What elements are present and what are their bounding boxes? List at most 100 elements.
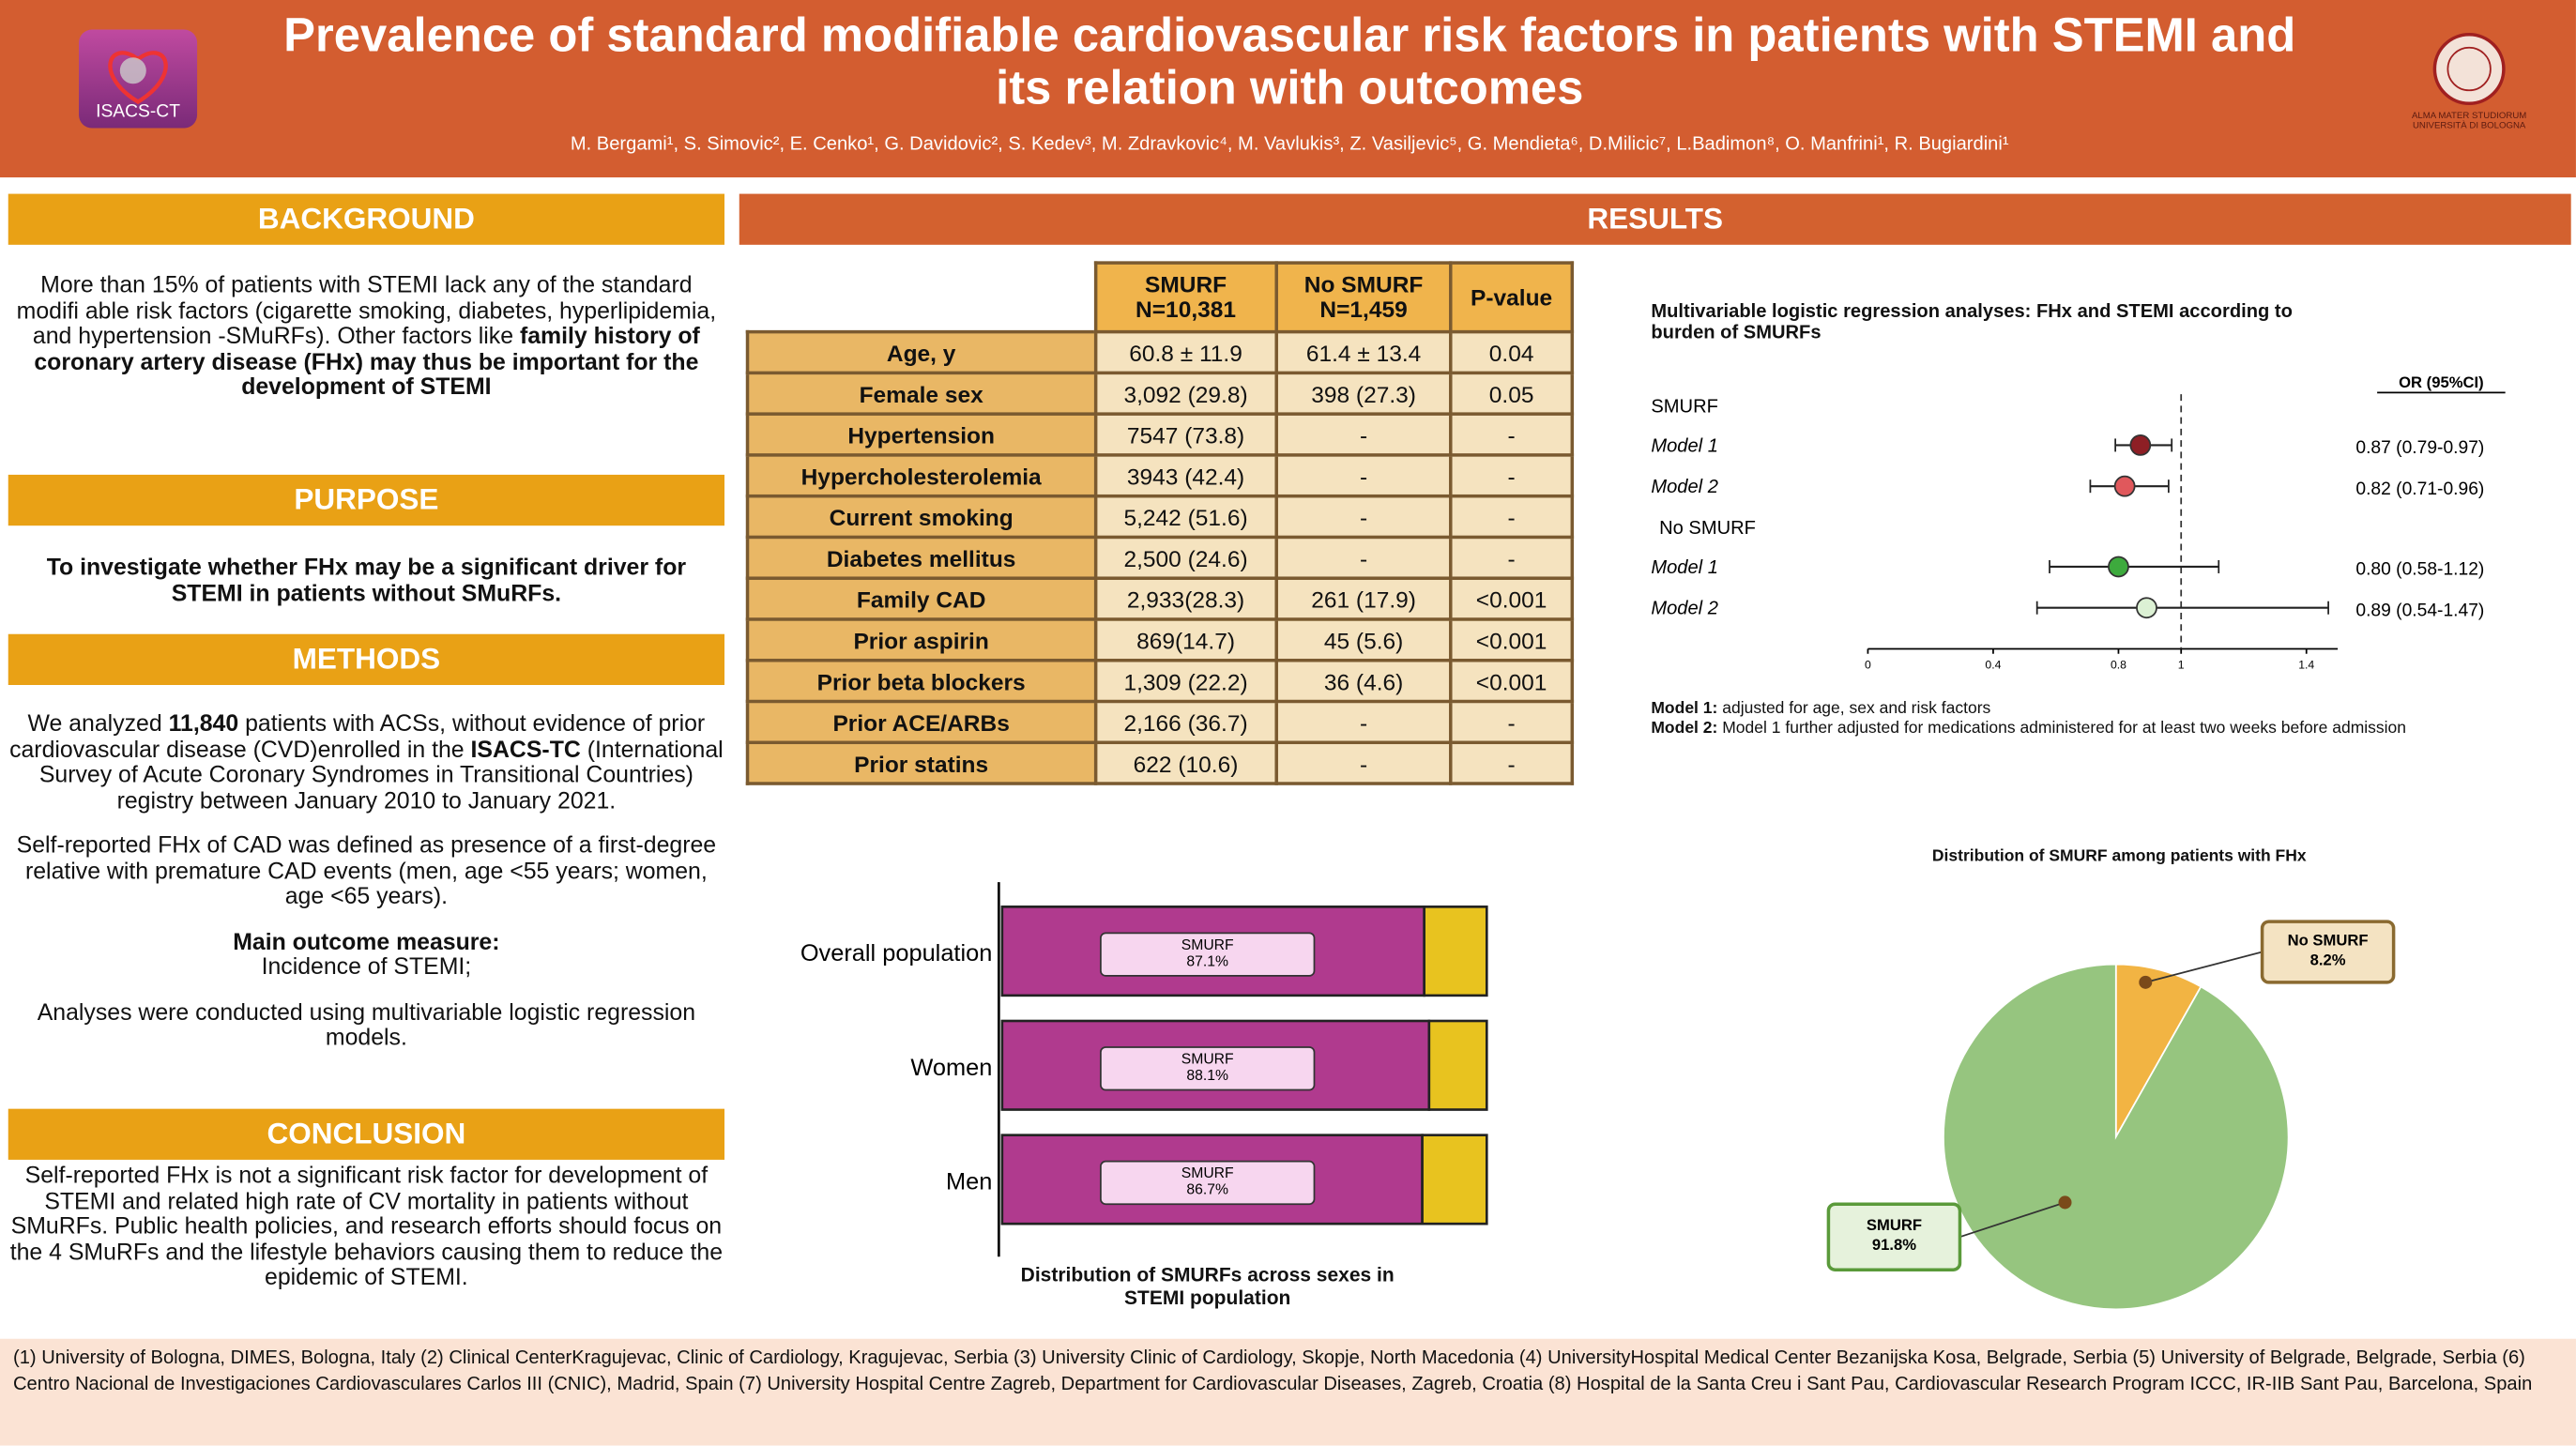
table-row: Current smoking 5,242 (51.6) - - (745, 494, 1575, 540)
table-cell: 2,500 (24.6) (1093, 535, 1279, 580)
section-heading: CONCLUSION (8, 1108, 725, 1160)
table-cell: - (1449, 494, 1575, 540)
table-cell: 3,092 (29.8) (1093, 371, 1279, 416)
callout-value: 8.2% (2310, 951, 2346, 968)
note: Model 2: Model 1 further adjusted for me… (1651, 719, 2439, 738)
table-cell: 0.05 (1449, 371, 1575, 416)
footer: (1) University of Bologna, DIMES, Bologn… (0, 1338, 2576, 1446)
table-cell: 3943 (42.4) (1093, 453, 1279, 498)
table-cell: - (1274, 699, 1453, 745)
row-label: Hypercholesterolemia (745, 453, 1097, 498)
table-cell: 36 (4.6) (1274, 658, 1453, 704)
section-heading: PURPOSE (8, 474, 725, 526)
table-header-row: SMURF N=10,381 No SMURF N=1,459 P-value (747, 261, 1575, 334)
text-run: Self-reported FHx of CAD was defined as … (16, 832, 717, 910)
table-cell: <0.001 (1449, 617, 1575, 662)
bar-segment (1427, 1019, 1488, 1111)
logo-line: UNIVERSITÀ DI BOLOGNA (2412, 121, 2526, 132)
row-label: Family CAD (745, 576, 1097, 621)
text-run-bold: ISACS-TC (470, 737, 581, 764)
callout-name: No SMURF (2288, 931, 2369, 949)
y-tick-label: Overall population (800, 940, 993, 967)
row-label: Prior beta blockers (745, 658, 1097, 704)
row-label: Current smoking (745, 494, 1097, 540)
bar-segment (1423, 906, 1488, 997)
column-header-line: No SMURF (1303, 270, 1424, 297)
table-cell: 622 (10.6) (1093, 740, 1279, 785)
table-cell: - (1449, 412, 1575, 457)
value-label: 87.1% (1186, 953, 1228, 969)
table-cell: 2,166 (36.7) (1093, 699, 1279, 745)
results-table: SMURF N=10,381 No SMURF N=1,459 P-value Age, … (745, 261, 1575, 785)
charts-layer: OR (95%CI) 0 0.4 0.8 1 1.4 SMURF Model 1 0.87 (0… (800, 373, 2506, 1311)
table-row: Prior aspirin 869(14.7) 45 (5.6) <0.001 (745, 617, 1575, 662)
or-label: 0.87 (0.79-0.97) (2355, 438, 2484, 458)
x-tick-label: 0.4 (1985, 658, 2001, 671)
y-tick-label: Women (910, 1055, 992, 1081)
note-text: Model 1 further adjusted for medications… (1717, 718, 2407, 738)
background-text: More than 15% of patients with STEMI lac… (8, 273, 724, 402)
column-header: No SMURF N=1,459 (1274, 261, 1453, 334)
or-label: 0.89 (0.54-1.47) (2355, 601, 2484, 620)
table-cell: - (1449, 535, 1575, 580)
or-point (2129, 434, 2152, 456)
table-row: Hypercholesterolemia 3943 (42.4) - - (745, 453, 1575, 498)
row-label: Hypertension (745, 412, 1097, 457)
x-tick-label: 1 (2178, 658, 2185, 671)
table-corner (747, 263, 1095, 332)
bars-title: Distribution of SMURFs across sexes in S… (1020, 1263, 1395, 1310)
logo-left: ISACS-CT (79, 29, 198, 129)
table-cell: - (1274, 453, 1453, 498)
note-key: Model 1: (1651, 699, 1718, 719)
pie-title: Distribution of SMURF among patients wit… (1931, 847, 2307, 866)
text-run-bold: Main outcome measure: (233, 928, 500, 955)
or-point (2108, 556, 2129, 578)
table-row: Age, y 60.8 ± 11.9 61.4 ± 13.4 0.04 (745, 329, 1575, 375)
label-box (1100, 1046, 1316, 1091)
table-cell: - (1449, 740, 1575, 785)
label-box (1100, 932, 1316, 977)
table-cell: 61.4 ± 13.4 (1274, 329, 1453, 375)
text-run: Analyses were conducted using multivaria… (37, 999, 696, 1052)
table-row: Female sex 3,092 (29.8) 398 (27.3) 0.05 (745, 371, 1575, 416)
text-run: (International Survey of Acute Coronary … (38, 737, 724, 814)
row-label: Age, y (745, 329, 1097, 375)
row-label: Prior aspirin (745, 617, 1097, 662)
row-label: Prior ACE/ARBs (745, 699, 1097, 745)
column-header-line: N=10,381 (1136, 296, 1237, 323)
y-tick-label: Men (946, 1168, 992, 1195)
conclusion-text: Self-reported FHx is not a significant r… (9, 1163, 724, 1291)
authors: M. Bergami¹, S. Simovic², E. Cenko¹, G. … (570, 134, 2009, 155)
label-series-name: SMURF (1181, 937, 1234, 953)
group-label: SMURF (1651, 396, 1718, 417)
logo-graphic (108, 51, 168, 105)
section-heading: METHODS (8, 633, 725, 686)
table-row: Prior beta blockers 1,309 (22.2) 36 (4.6) <… (745, 658, 1575, 704)
callout-dot (2139, 975, 2153, 989)
text-run: We analyzed (27, 711, 169, 738)
forest-title: Multivariable logistic regression analys… (1651, 302, 2293, 343)
column-header-line: P-value (1471, 282, 1553, 310)
or-point (2136, 597, 2157, 619)
table-cell: 261 (17.9) (1274, 576, 1453, 621)
table-cell: <0.001 (1449, 658, 1575, 704)
table-cell: - (1449, 453, 1575, 498)
table-cell: 1,309 (22.2) (1093, 658, 1279, 704)
label-series-name: SMURF (1181, 1165, 1234, 1181)
logo-left-text: ISACS-CT (96, 101, 180, 122)
column-header-line: N=1,459 (1319, 296, 1408, 323)
callout-line (2145, 951, 2263, 983)
table-row: Prior ACE/ARBs 2,166 (36.7) - - (745, 699, 1575, 745)
table-cell: 869(14.7) (1093, 617, 1279, 662)
pie-slice (2114, 963, 2203, 1140)
callout-box (1826, 1202, 1962, 1271)
callout-value: 91.8% (1872, 1236, 1916, 1254)
table-cell: - (1274, 412, 1453, 457)
label-box (1100, 1160, 1316, 1206)
column-header: P-value (1449, 261, 1575, 334)
row-label: Diabetes mellitus (745, 535, 1097, 580)
table-cell: 2,933(28.3) (1093, 576, 1279, 621)
paragraph: Self-reported FHx of CAD was defined as … (8, 832, 724, 910)
